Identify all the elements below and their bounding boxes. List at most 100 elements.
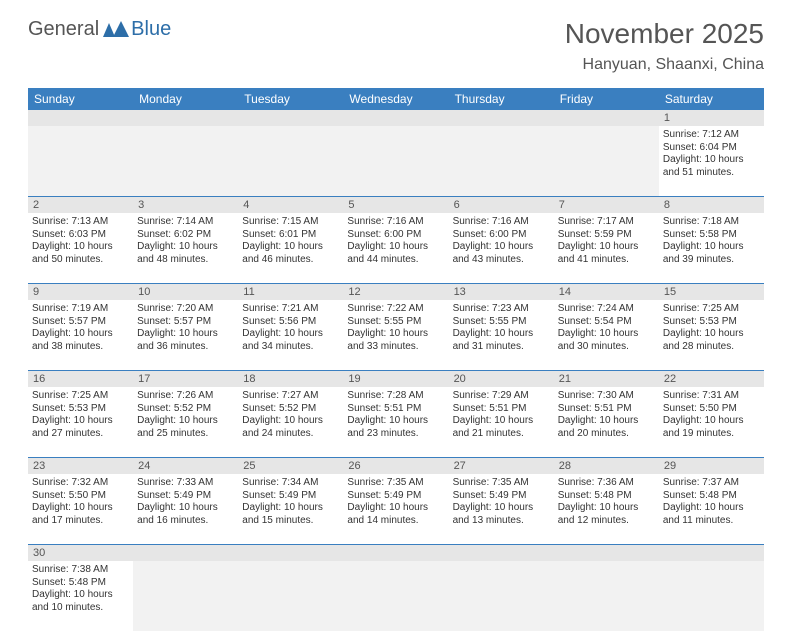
empty-cell <box>554 126 659 196</box>
sunrise-text: Sunrise: 7:32 AM <box>32 477 129 490</box>
d1-text: Daylight: 10 hours <box>242 415 339 428</box>
d1-text: Daylight: 10 hours <box>453 502 550 515</box>
day-number: 22 <box>659 371 764 387</box>
empty-cell <box>554 561 659 631</box>
sunset-text: Sunset: 6:00 PM <box>347 229 444 242</box>
d2-text: and 12 minutes. <box>558 515 655 528</box>
day-cell: Sunrise: 7:13 AMSunset: 6:03 PMDaylight:… <box>28 213 133 283</box>
day-number <box>238 110 343 126</box>
day-cell: Sunrise: 7:32 AMSunset: 5:50 PMDaylight:… <box>28 474 133 544</box>
weekday-header: Thursday <box>449 88 554 110</box>
d1-text: Daylight: 10 hours <box>453 415 550 428</box>
empty-cell <box>449 126 554 196</box>
d2-text: and 25 minutes. <box>137 428 234 441</box>
d1-text: Daylight: 10 hours <box>663 154 760 167</box>
d2-text: and 16 minutes. <box>137 515 234 528</box>
d2-text: and 39 minutes. <box>663 254 760 267</box>
d2-text: and 43 minutes. <box>453 254 550 267</box>
d1-text: Daylight: 10 hours <box>558 415 655 428</box>
sunrise-text: Sunrise: 7:27 AM <box>242 390 339 403</box>
day-number <box>449 545 554 561</box>
sunset-text: Sunset: 5:55 PM <box>347 316 444 329</box>
sunset-text: Sunset: 5:54 PM <box>558 316 655 329</box>
title-block: November 2025 Hanyuan, Shaanxi, China <box>565 18 764 74</box>
d2-text: and 48 minutes. <box>137 254 234 267</box>
d2-text: and 15 minutes. <box>242 515 339 528</box>
sunset-text: Sunset: 5:59 PM <box>558 229 655 242</box>
day-cell: Sunrise: 7:36 AMSunset: 5:48 PMDaylight:… <box>554 474 659 544</box>
sunrise-text: Sunrise: 7:18 AM <box>663 216 760 229</box>
d2-text: and 36 minutes. <box>137 341 234 354</box>
sunset-text: Sunset: 5:50 PM <box>32 490 129 503</box>
logo-flag-icon <box>103 21 129 39</box>
day-cell: Sunrise: 7:18 AMSunset: 5:58 PMDaylight:… <box>659 213 764 283</box>
day-cell: Sunrise: 7:15 AMSunset: 6:01 PMDaylight:… <box>238 213 343 283</box>
day-number <box>554 545 659 561</box>
day-cell: Sunrise: 7:25 AMSunset: 5:53 PMDaylight:… <box>28 387 133 457</box>
sunrise-text: Sunrise: 7:38 AM <box>32 564 129 577</box>
weekday-header: Sunday <box>28 88 133 110</box>
day-number: 19 <box>343 371 448 387</box>
d1-text: Daylight: 10 hours <box>347 241 444 254</box>
day-number: 20 <box>449 371 554 387</box>
d1-text: Daylight: 10 hours <box>242 241 339 254</box>
d2-text: and 13 minutes. <box>453 515 550 528</box>
d1-text: Daylight: 10 hours <box>558 502 655 515</box>
day-number: 8 <box>659 197 764 213</box>
d1-text: Daylight: 10 hours <box>347 415 444 428</box>
d1-text: Daylight: 10 hours <box>663 415 760 428</box>
sunrise-text: Sunrise: 7:29 AM <box>453 390 550 403</box>
day-number <box>133 545 238 561</box>
d1-text: Daylight: 10 hours <box>137 502 234 515</box>
day-number <box>133 110 238 126</box>
sunset-text: Sunset: 5:51 PM <box>453 403 550 416</box>
d2-text: and 19 minutes. <box>663 428 760 441</box>
day-number: 17 <box>133 371 238 387</box>
d1-text: Daylight: 10 hours <box>137 328 234 341</box>
day-cell: Sunrise: 7:17 AMSunset: 5:59 PMDaylight:… <box>554 213 659 283</box>
sunset-text: Sunset: 5:55 PM <box>453 316 550 329</box>
day-number <box>343 110 448 126</box>
sunrise-text: Sunrise: 7:22 AM <box>347 303 444 316</box>
day-number: 24 <box>133 458 238 474</box>
sunset-text: Sunset: 6:02 PM <box>137 229 234 242</box>
empty-cell <box>133 126 238 196</box>
day-cell: Sunrise: 7:26 AMSunset: 5:52 PMDaylight:… <box>133 387 238 457</box>
day-cell: Sunrise: 7:16 AMSunset: 6:00 PMDaylight:… <box>449 213 554 283</box>
sunrise-text: Sunrise: 7:14 AM <box>137 216 234 229</box>
day-cell: Sunrise: 7:16 AMSunset: 6:00 PMDaylight:… <box>343 213 448 283</box>
day-number: 15 <box>659 284 764 300</box>
week-row: Sunrise: 7:12 AMSunset: 6:04 PMDaylight:… <box>28 126 764 197</box>
sunset-text: Sunset: 6:00 PM <box>453 229 550 242</box>
weekday-header: Monday <box>133 88 238 110</box>
day-cell: Sunrise: 7:38 AMSunset: 5:48 PMDaylight:… <box>28 561 133 631</box>
day-number: 3 <box>133 197 238 213</box>
sunset-text: Sunset: 5:49 PM <box>137 490 234 503</box>
sunset-text: Sunset: 5:58 PM <box>663 229 760 242</box>
location-subtitle: Hanyuan, Shaanxi, China <box>565 56 764 74</box>
sunset-text: Sunset: 5:52 PM <box>137 403 234 416</box>
day-cell: Sunrise: 7:34 AMSunset: 5:49 PMDaylight:… <box>238 474 343 544</box>
d1-text: Daylight: 10 hours <box>32 589 129 602</box>
sunset-text: Sunset: 5:49 PM <box>453 490 550 503</box>
empty-cell <box>238 126 343 196</box>
day-cell: Sunrise: 7:19 AMSunset: 5:57 PMDaylight:… <box>28 300 133 370</box>
weekday-header: Wednesday <box>343 88 448 110</box>
day-cell: Sunrise: 7:28 AMSunset: 5:51 PMDaylight:… <box>343 387 448 457</box>
week-row: Sunrise: 7:38 AMSunset: 5:48 PMDaylight:… <box>28 561 764 631</box>
sunset-text: Sunset: 5:52 PM <box>242 403 339 416</box>
logo: General Blue <box>28 18 171 41</box>
day-cell: Sunrise: 7:27 AMSunset: 5:52 PMDaylight:… <box>238 387 343 457</box>
sunrise-text: Sunrise: 7:36 AM <box>558 477 655 490</box>
day-number: 29 <box>659 458 764 474</box>
d2-text: and 28 minutes. <box>663 341 760 354</box>
empty-cell <box>28 126 133 196</box>
d2-text: and 51 minutes. <box>663 167 760 180</box>
sunrise-text: Sunrise: 7:15 AM <box>242 216 339 229</box>
d2-text: and 10 minutes. <box>32 602 129 615</box>
sunset-text: Sunset: 5:53 PM <box>663 316 760 329</box>
sunrise-text: Sunrise: 7:24 AM <box>558 303 655 316</box>
d1-text: Daylight: 10 hours <box>663 328 760 341</box>
day-cell: Sunrise: 7:31 AMSunset: 5:50 PMDaylight:… <box>659 387 764 457</box>
sunrise-text: Sunrise: 7:23 AM <box>453 303 550 316</box>
